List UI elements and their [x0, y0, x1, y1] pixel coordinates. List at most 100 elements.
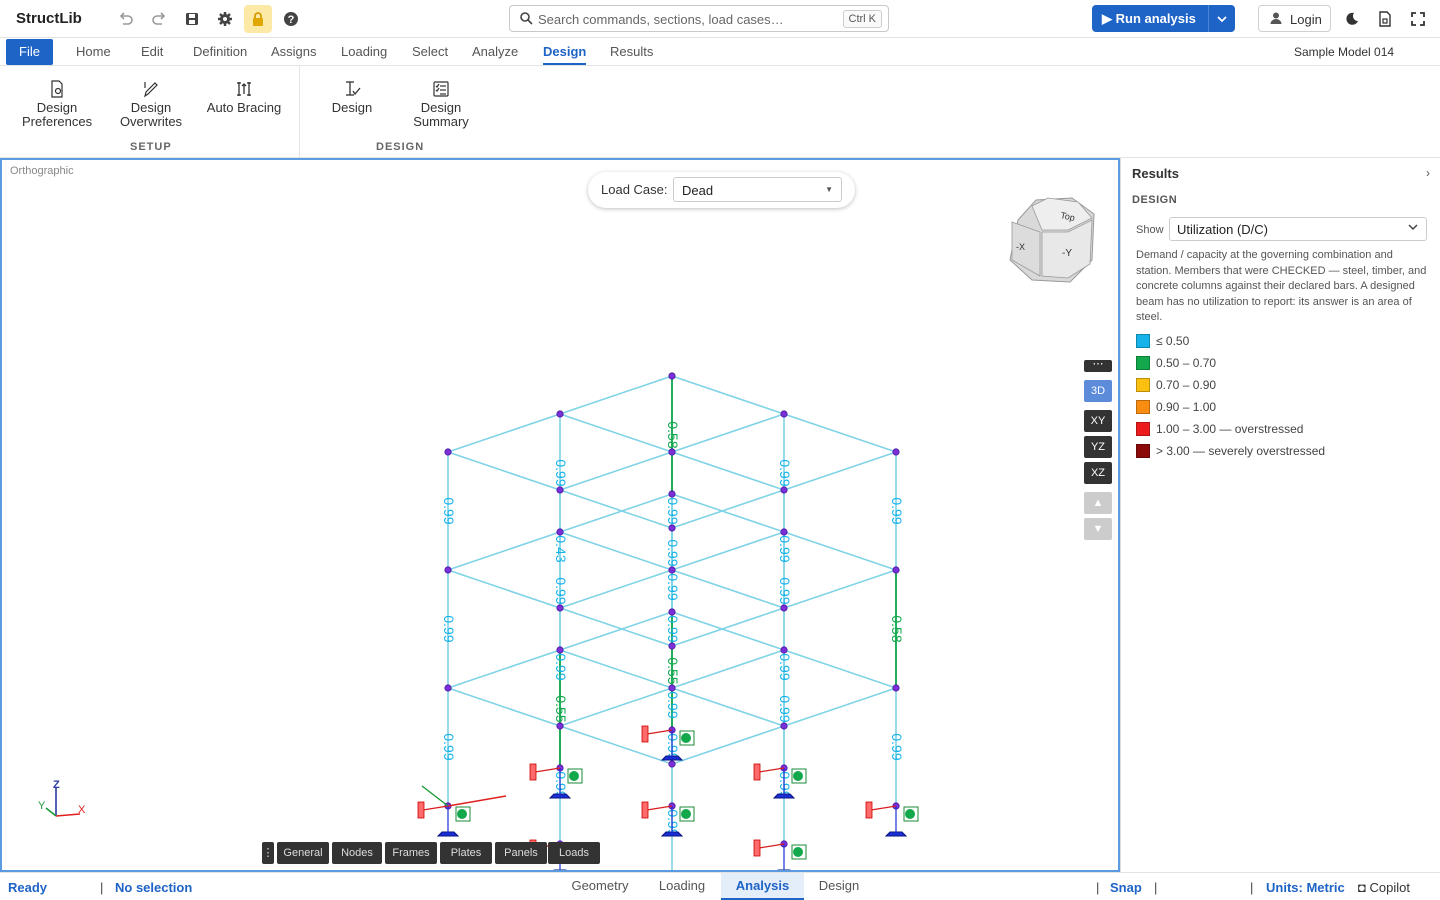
menu-definition[interactable]: Definition	[193, 44, 248, 59]
menu-assigns[interactable]: Assigns	[271, 44, 317, 59]
units-indicator[interactable]: Units: Metric	[1266, 880, 1345, 895]
node-point[interactable]	[444, 684, 452, 692]
fullscreen-icon[interactable]	[1404, 5, 1432, 33]
beam-member[interactable]	[559, 607, 673, 647]
beam-member[interactable]	[671, 649, 785, 689]
node-point[interactable]	[668, 524, 676, 532]
beam-member[interactable]	[559, 531, 673, 571]
beam-member[interactable]	[783, 531, 897, 571]
tab-nodes[interactable]: Nodes	[332, 842, 382, 864]
beam-member[interactable]	[447, 649, 561, 689]
lock-icon[interactable]	[244, 5, 272, 33]
node-point[interactable]	[556, 528, 564, 536]
beam-member[interactable]	[671, 375, 785, 415]
document-icon[interactable]	[1371, 5, 1399, 33]
node-point[interactable]	[668, 448, 676, 456]
tab-plates[interactable]: Plates	[440, 842, 492, 864]
tab-frames[interactable]: Frames	[385, 842, 437, 864]
dark-mode-icon[interactable]	[1338, 5, 1366, 33]
node-point[interactable]	[780, 722, 788, 730]
node-point[interactable]	[780, 486, 788, 494]
beam-member[interactable]	[559, 649, 673, 689]
structure-model[interactable]: 0.58 0.99 0.55 0.99 0.99 0.99 0.99 0.58 0.99 0.99…	[2, 160, 1118, 870]
node-point[interactable]	[668, 642, 676, 650]
beam-member[interactable]	[671, 493, 785, 533]
beam-member[interactable]	[447, 531, 561, 571]
status-tab-loading[interactable]: Loading	[658, 878, 706, 893]
beam-member[interactable]	[783, 451, 897, 491]
menu-select[interactable]: Select	[412, 44, 449, 59]
node-point[interactable]	[444, 448, 452, 456]
beam-member[interactable]	[783, 649, 897, 689]
load-case-dropdown[interactable]: Dead ▼	[673, 177, 842, 202]
beam-member[interactable]	[671, 531, 785, 571]
node-point[interactable]	[668, 760, 676, 768]
collapse-panel-icon[interactable]: ›	[1426, 166, 1430, 180]
beam-member[interactable]	[671, 451, 785, 491]
local-y-axis[interactable]	[421, 785, 449, 807]
beam-member[interactable]	[447, 413, 561, 453]
node-point[interactable]	[556, 410, 564, 418]
auto-bracing-button[interactable]: Auto Bracing	[204, 80, 284, 115]
redo-icon[interactable]	[145, 5, 173, 33]
beam-member[interactable]	[559, 493, 673, 533]
node-point[interactable]	[668, 372, 676, 380]
beam-member[interactable]	[559, 451, 673, 491]
node-point[interactable]	[780, 604, 788, 612]
beam-member[interactable]	[671, 725, 785, 765]
node-point[interactable]	[556, 646, 564, 654]
status-tab-design[interactable]: Design	[818, 878, 860, 893]
show-select[interactable]: Utilization (D/C)	[1169, 217, 1427, 241]
beam-member[interactable]	[783, 569, 897, 609]
design-button[interactable]: Design	[322, 80, 382, 115]
beam-member[interactable]	[559, 489, 673, 529]
beam-member[interactable]	[559, 687, 673, 727]
menu-analyze[interactable]: Analyze	[472, 44, 519, 59]
menu-file[interactable]: File	[6, 39, 53, 65]
view-toolbar-handle[interactable]: ⋯	[1084, 359, 1112, 372]
tab-general[interactable]: General	[277, 842, 329, 864]
undo-icon[interactable]	[112, 5, 140, 33]
node-point[interactable]	[892, 684, 900, 692]
node-point[interactable]	[556, 486, 564, 494]
model-viewport[interactable]: Orthographic 0.58 0.99 0.55 0.99 0.99 0.99 0.9…	[0, 158, 1120, 872]
run-analysis-button[interactable]: ▶ Run analysis	[1092, 5, 1235, 32]
copilot-button[interactable]: ◘ Copilot	[1358, 880, 1410, 895]
menu-home[interactable]: Home	[76, 44, 111, 59]
node-point[interactable]	[444, 566, 452, 574]
beam-member[interactable]	[559, 413, 673, 453]
node-point[interactable]	[668, 608, 676, 616]
node-point[interactable]	[780, 528, 788, 536]
tab-panels[interactable]: Panels	[495, 842, 547, 864]
beam-member[interactable]	[671, 489, 785, 529]
beam-member[interactable]	[671, 607, 785, 647]
view-3d-button[interactable]: 3D	[1084, 380, 1112, 402]
view-yz-button[interactable]: YZ	[1084, 436, 1112, 458]
node-point[interactable]	[668, 490, 676, 498]
filter-tabs-handle[interactable]: ⋮	[262, 842, 274, 864]
level-down-icon[interactable]: ▼	[1084, 518, 1112, 540]
gear-icon[interactable]	[211, 5, 239, 33]
tab-loads[interactable]: Loads	[548, 842, 600, 864]
node-point[interactable]	[668, 566, 676, 574]
design-summary-button[interactable]: Design Summary	[405, 80, 477, 129]
node-point[interactable]	[780, 410, 788, 418]
save-icon[interactable]	[178, 5, 206, 33]
beam-member[interactable]	[559, 375, 673, 415]
beam-member[interactable]	[671, 413, 785, 453]
node-point[interactable]	[892, 448, 900, 456]
search-input[interactable]	[538, 10, 838, 28]
beam-member[interactable]	[447, 569, 561, 609]
beam-member[interactable]	[783, 687, 897, 727]
beam-member[interactable]	[671, 687, 785, 727]
beam-member[interactable]	[783, 413, 897, 453]
run-options-dropdown[interactable]	[1208, 5, 1235, 32]
design-overwrites-button[interactable]: Design Overwrites	[116, 80, 186, 129]
view-xz-button[interactable]: XZ	[1084, 462, 1112, 484]
menu-results[interactable]: Results	[610, 44, 654, 59]
snap-toggle[interactable]: Snap	[1110, 880, 1142, 895]
menu-design[interactable]: Design	[543, 38, 587, 65]
beam-member[interactable]	[559, 569, 673, 609]
view-xy-button[interactable]: XY	[1084, 410, 1112, 432]
node-point[interactable]	[556, 604, 564, 612]
